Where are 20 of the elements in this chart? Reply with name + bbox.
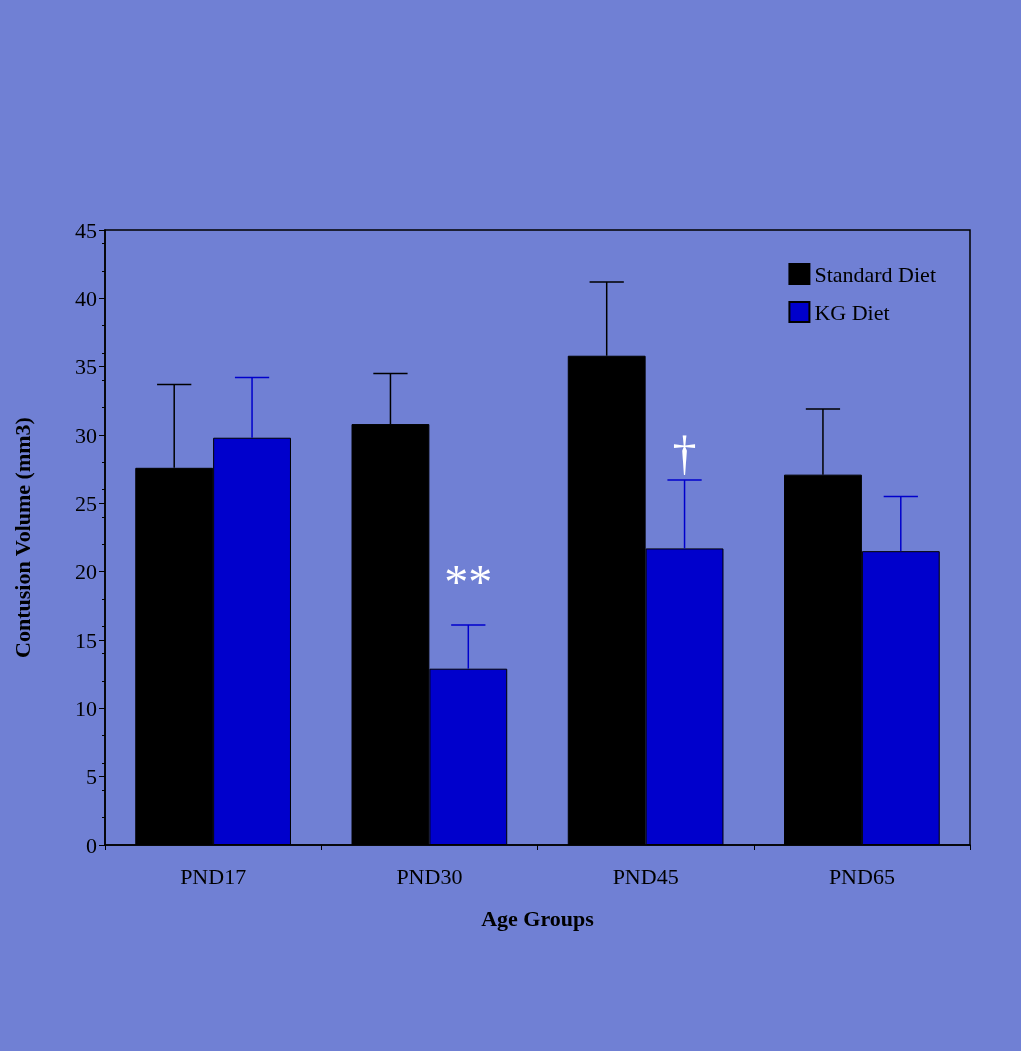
y-tick-label: 25 [75,490,97,516]
x-tick-label: PND65 [828,863,895,889]
y-tick-label: 5 [86,764,97,790]
y-tick-label: 20 [75,559,97,585]
x-tick-label: PND45 [612,863,679,889]
y-tick-label: 35 [75,354,97,380]
y-axis-title: Contusion Volume (mm3) [9,417,35,658]
y-tick-label: 0 [86,832,97,858]
x-tick-label: PND17 [180,863,247,889]
y-tick-label: 40 [75,285,97,311]
annotation: ** [444,555,493,609]
legend-label: Standard Diet [814,261,937,287]
y-tick-label: 45 [75,217,97,243]
y-tick-label: 15 [75,627,97,653]
y-tick-label: 30 [75,422,97,448]
x-axis-title: Age Groups [481,905,595,931]
legend-label: KG Diet [814,299,890,325]
x-tick-label: PND30 [396,863,463,889]
y-tick-label: 10 [75,695,97,721]
annotation: † [672,425,697,479]
